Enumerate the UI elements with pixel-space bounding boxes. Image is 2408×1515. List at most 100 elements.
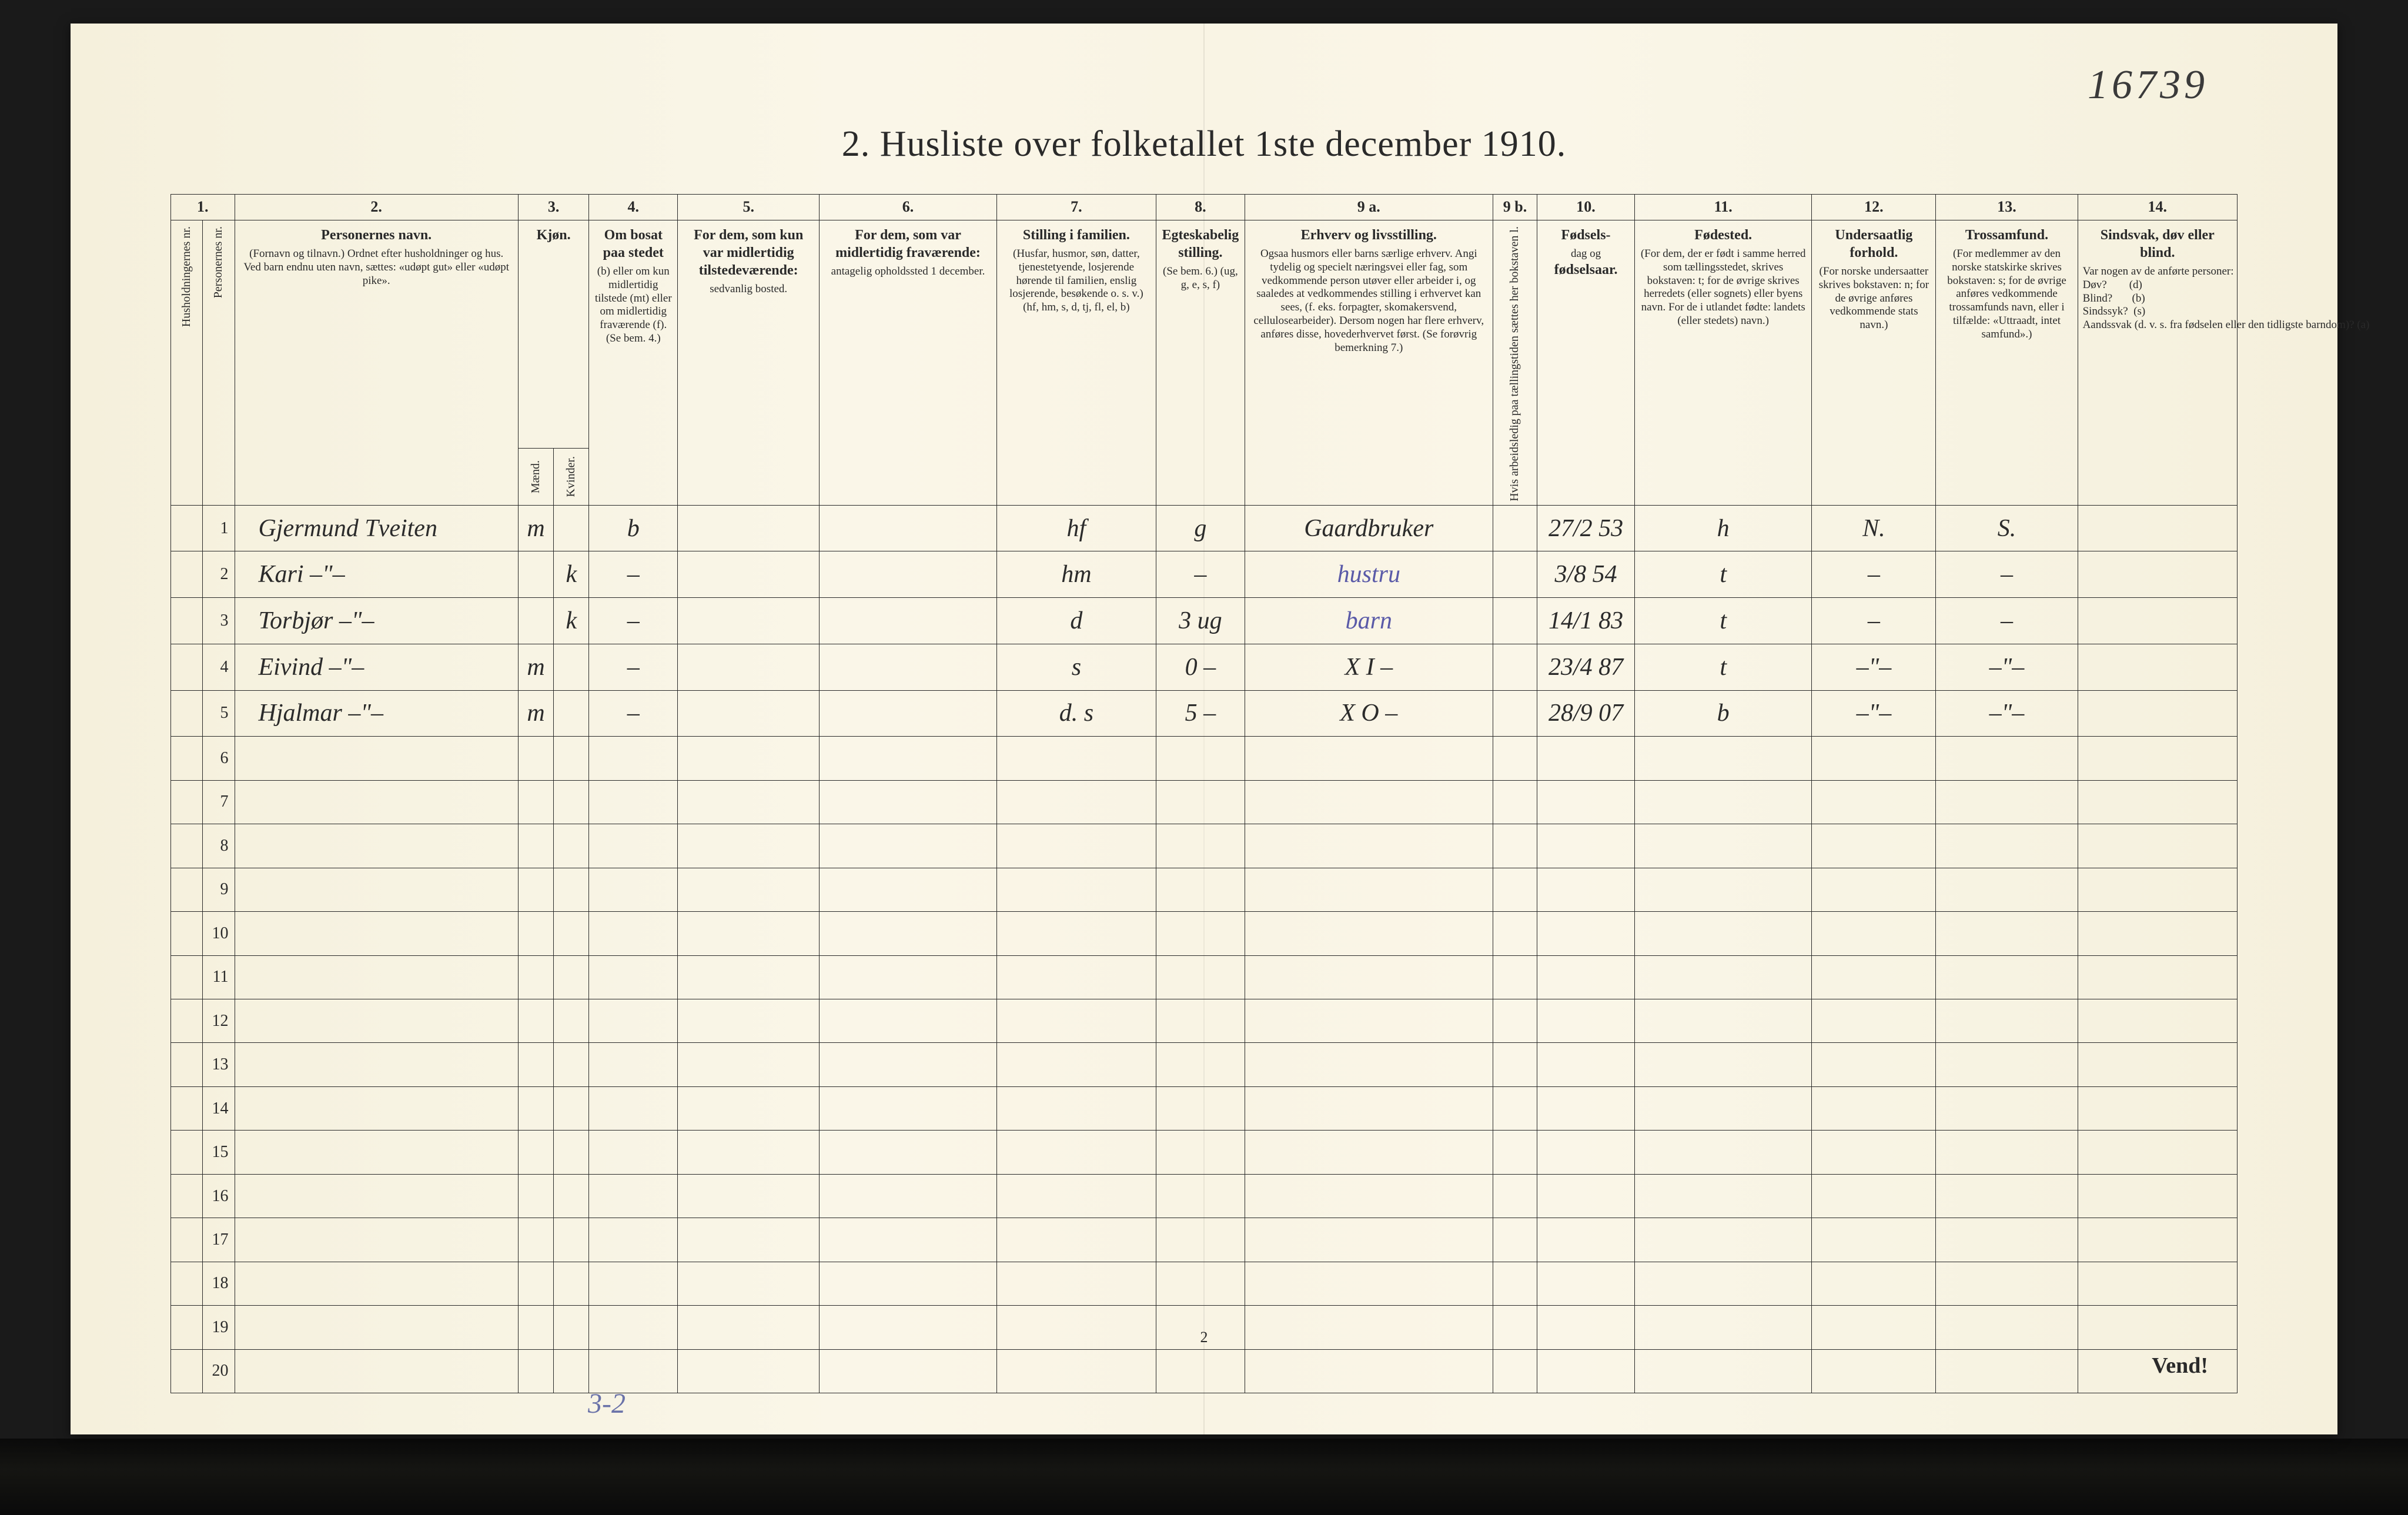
table-row: 13 xyxy=(171,1043,2238,1086)
temp-absent-cell xyxy=(820,690,996,737)
col-5-title: For dem, som kun var midlertidig tilsted… xyxy=(683,226,814,279)
birthplace-cell xyxy=(1634,1218,1811,1262)
residence-cell: b xyxy=(589,505,678,551)
religion-cell xyxy=(1936,1086,2078,1130)
birthplace-cell xyxy=(1634,955,1811,999)
occupation-cell xyxy=(1245,1306,1493,1349)
page-title: 2. Husliste over folketallet 1ste decemb… xyxy=(71,123,2337,165)
name-cell xyxy=(235,1218,518,1262)
col-4-header: Om bosat paa stedet (b) eller om kun mid… xyxy=(589,220,678,506)
occupation-cell xyxy=(1245,1131,1493,1174)
marital-cell: g xyxy=(1156,505,1245,551)
religion-cell xyxy=(1936,780,2078,824)
col-10-sub-b: fødselsaar. xyxy=(1542,261,1630,279)
household-num-cell xyxy=(171,999,203,1043)
family-pos-cell: hm xyxy=(996,551,1156,598)
column-header-row: Husholdningernes nr. Personernes nr. Per… xyxy=(171,220,2238,449)
unemployed-cell xyxy=(1493,505,1537,551)
col-num-13: 13. xyxy=(1936,195,2078,220)
household-num-cell xyxy=(171,1349,203,1393)
person-num-cell: 7 xyxy=(203,780,235,824)
sex-m-cell xyxy=(518,868,553,911)
residence-cell: – xyxy=(589,598,678,644)
col-9b-header: Hvis arbeidsledig paa tællingstiden sætt… xyxy=(1493,220,1537,506)
sex-m-cell xyxy=(518,551,553,598)
household-num-cell xyxy=(171,1306,203,1349)
family-pos-cell xyxy=(996,1306,1156,1349)
temp-absent-cell xyxy=(820,551,996,598)
col-13-sub: (For medlemmer av den norske statskirke … xyxy=(1941,248,2072,342)
family-pos-cell xyxy=(996,1174,1156,1218)
unemployed-cell xyxy=(1493,868,1537,911)
census-table: 1. 2. 3. 4. 5. 6. 7. 8. 9 a. 9 b. 10. 11… xyxy=(170,194,2238,1393)
person-num-cell: 9 xyxy=(203,868,235,911)
family-pos-cell: d xyxy=(996,598,1156,644)
col-num-11: 11. xyxy=(1634,195,1811,220)
person-num-cell: 19 xyxy=(203,1306,235,1349)
unemployed-cell xyxy=(1493,551,1537,598)
family-pos-cell xyxy=(996,1349,1156,1393)
sex-k-cell xyxy=(554,1086,589,1130)
dob-cell xyxy=(1537,999,1635,1043)
person-num-cell: 14 xyxy=(203,1086,235,1130)
marital-cell xyxy=(1156,1218,1245,1262)
sex-k-cell xyxy=(554,1306,589,1349)
religion-cell xyxy=(1936,1218,2078,1262)
temp-present-cell xyxy=(678,1043,820,1086)
dob-cell xyxy=(1537,1218,1635,1262)
marital-cell xyxy=(1156,868,1245,911)
sex-m-cell xyxy=(518,1043,553,1086)
handwritten-id-top-right: 16739 xyxy=(2088,62,2208,109)
name-cell xyxy=(235,999,518,1043)
religion-cell xyxy=(1936,868,2078,911)
col-10-title: Fødsels- xyxy=(1542,226,1630,244)
unemployed-cell xyxy=(1493,1306,1537,1349)
residence-cell xyxy=(589,1306,678,1349)
name-cell xyxy=(235,780,518,824)
household-num-cell xyxy=(171,551,203,598)
dob-cell xyxy=(1537,780,1635,824)
religion-cell xyxy=(1936,1174,2078,1218)
family-pos-cell xyxy=(996,999,1156,1043)
household-num-cell xyxy=(171,912,203,955)
temp-absent-cell xyxy=(820,598,996,644)
household-num-cell xyxy=(171,1043,203,1086)
sex-m-cell xyxy=(518,598,553,644)
unemployed-cell xyxy=(1493,912,1537,955)
household-num-cell xyxy=(171,824,203,868)
table-row: 6 xyxy=(171,737,2238,780)
household-num-cell xyxy=(171,1131,203,1174)
birthplace-cell xyxy=(1634,1306,1811,1349)
table-row: 9 xyxy=(171,868,2238,911)
family-pos-cell xyxy=(996,1262,1156,1305)
occupation-cell xyxy=(1245,1218,1493,1262)
nationality-cell xyxy=(1812,955,1936,999)
religion-cell xyxy=(1936,1043,2078,1086)
disability-cell xyxy=(2078,824,2237,868)
person-num-cell: 17 xyxy=(203,1218,235,1262)
temp-present-cell xyxy=(678,551,820,598)
table-row: 1Gjermund TveitenmbhfgGaardbruker27/2 53… xyxy=(171,505,2238,551)
household-num-cell xyxy=(171,598,203,644)
pencil-annotation-bottom: 3-2 xyxy=(588,1387,626,1420)
name-cell xyxy=(235,868,518,911)
occupation-cell: X O – xyxy=(1245,690,1493,737)
sex-k-cell xyxy=(554,868,589,911)
unemployed-cell xyxy=(1493,999,1537,1043)
col-13-title: Trossamfund. xyxy=(1941,226,2072,244)
religion-cell xyxy=(1936,1306,2078,1349)
table-row: 17 xyxy=(171,1218,2238,1262)
birthplace-cell: t xyxy=(1634,644,1811,690)
residence-cell xyxy=(589,1086,678,1130)
marital-cell xyxy=(1156,737,1245,780)
religion-cell xyxy=(1936,1131,2078,1174)
scanner-bottom-bar xyxy=(0,1439,2408,1515)
religion-cell: –"– xyxy=(1936,644,2078,690)
person-num-cell: 10 xyxy=(203,912,235,955)
footer-turn-over: Vend! xyxy=(2152,1353,2208,1379)
temp-present-cell xyxy=(678,1086,820,1130)
household-num-cell xyxy=(171,868,203,911)
residence-cell xyxy=(589,1131,678,1174)
col-9b-label: Hvis arbeidsledig paa tællingstiden sætt… xyxy=(1507,226,1522,501)
col-num-1: 1. xyxy=(171,195,235,220)
